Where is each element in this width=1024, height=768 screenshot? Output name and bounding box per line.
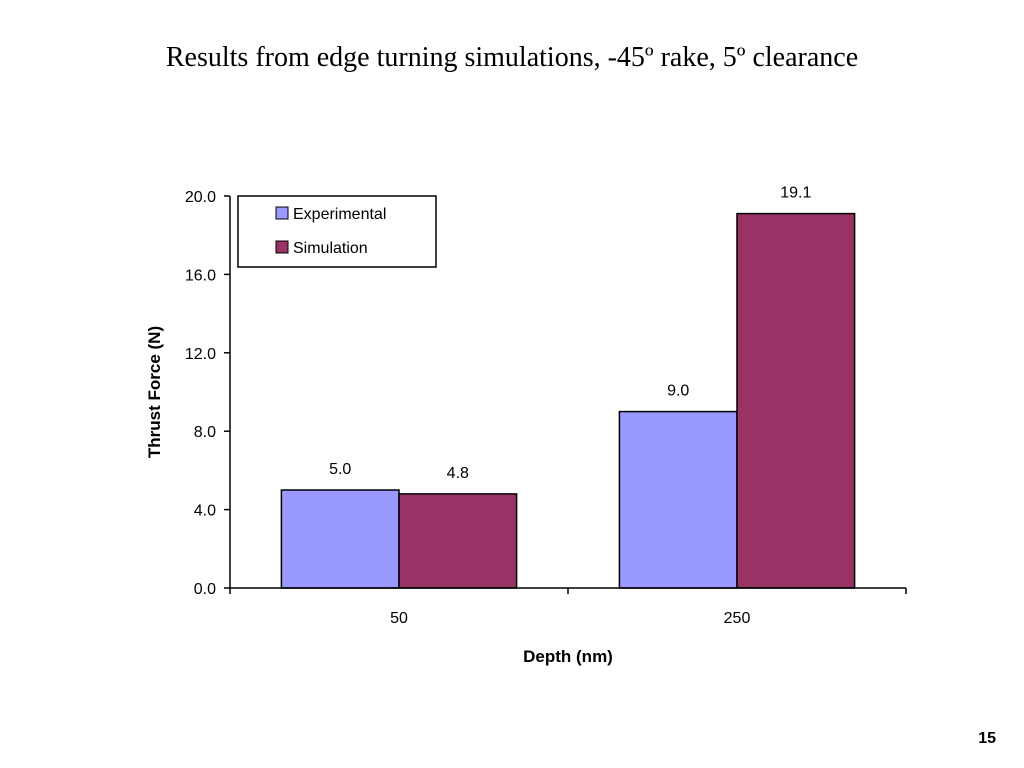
y-tick-label: 12.0: [185, 346, 216, 363]
y-tick-label: 0.0: [194, 581, 216, 598]
legend: Experimental Simulation: [237, 195, 437, 268]
bar-experimental-250: [618, 410, 738, 589]
x-tick-label: 250: [724, 610, 751, 627]
y-tick-label: 8.0: [194, 424, 216, 441]
data-label-simulation-250: 19.1: [780, 185, 811, 202]
legend-swatch-simulation: [275, 240, 289, 254]
axes-layer: [224, 195, 907, 594]
legend-label-simulation: Simulation: [293, 240, 368, 257]
data-label-simulation-50: 4.8: [447, 465, 469, 482]
data-label-experimental-50: 5.0: [329, 461, 351, 478]
bar-simulation-250: [736, 212, 856, 589]
x-tick-label: 50: [390, 610, 408, 627]
y-tick-label: 16.0: [185, 267, 216, 284]
slide-title: Results from edge turning simulations, -…: [165, 42, 859, 73]
labels-layer: 5.0 9.0 4.8 19.1 0.0 4.0 8.0 12.0 16.0 20.0 50 250 D…: [145, 185, 811, 666]
data-label-experimental-250: 9.0: [667, 383, 689, 400]
page-number: 15: [978, 730, 996, 747]
legend-box: [237, 195, 437, 268]
x-axis-title: Depth (nm): [523, 647, 613, 666]
legend-label-experimental: Experimental: [293, 206, 386, 223]
y-tick-label: 20.0: [185, 189, 216, 206]
y-tick-label: 4.0: [194, 503, 216, 520]
bar-experimental-50: [280, 489, 400, 589]
bars-layer: [280, 212, 856, 589]
bar-simulation-50: [398, 493, 518, 589]
y-axis-title: Thrust Force (N): [145, 326, 164, 458]
legend-swatch-experimental: [275, 206, 289, 220]
